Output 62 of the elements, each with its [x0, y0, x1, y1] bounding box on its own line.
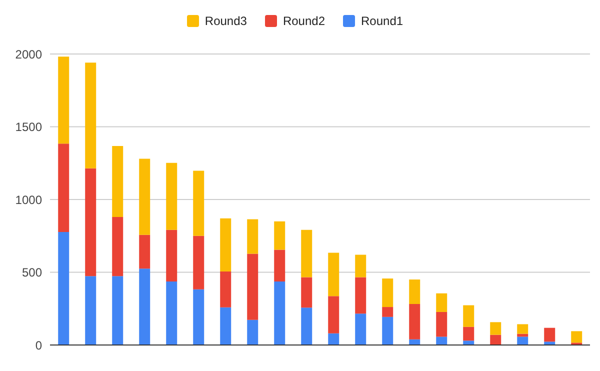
bar: [301, 230, 312, 278]
bar: [139, 268, 150, 345]
bar: [463, 340, 474, 345]
bar: [85, 62, 96, 168]
bar: [220, 307, 232, 345]
bar: [85, 168, 96, 276]
y-tick-label: 0: [35, 338, 42, 352]
bar: [517, 324, 528, 334]
bar: [436, 336, 448, 345]
bar: [463, 326, 474, 341]
bar: [220, 272, 232, 308]
bar: [247, 320, 258, 345]
bar: [85, 276, 96, 345]
bar: [490, 322, 502, 335]
bar: [274, 250, 286, 282]
bar: [166, 230, 178, 282]
bar: [382, 278, 394, 308]
bar: [274, 282, 286, 345]
bar: [355, 277, 366, 314]
bar: [301, 277, 312, 308]
bar: [58, 56, 70, 144]
bar: [193, 289, 204, 345]
y-tick-label: 1500: [15, 120, 42, 134]
bar: [328, 333, 340, 345]
bar: [112, 216, 124, 276]
bar: [544, 342, 556, 345]
legend-label: Round3: [204, 14, 247, 28]
bar: [193, 170, 204, 236]
bar: [193, 236, 204, 290]
bar: [112, 276, 124, 345]
legend-label: Round2: [282, 14, 326, 28]
bar: [220, 218, 232, 272]
bar: [436, 293, 448, 312]
bar: [517, 336, 528, 345]
legend-label: Round1: [361, 14, 404, 28]
bar: [382, 307, 394, 317]
bar: [463, 305, 474, 327]
bar: [571, 331, 582, 343]
bar: [247, 254, 258, 320]
bar: [328, 252, 340, 296]
bar: [490, 334, 502, 345]
bar: [355, 254, 366, 278]
bar: [301, 308, 312, 345]
bar: [139, 234, 150, 269]
y-tick-label: 1000: [15, 192, 42, 207]
bar: [58, 232, 70, 345]
bar: [58, 144, 70, 232]
bar: [166, 162, 178, 230]
bar: [355, 314, 366, 345]
bar: [328, 296, 340, 334]
y-tick-label: 500: [22, 266, 42, 280]
bar: [166, 282, 178, 345]
bar: [409, 304, 420, 340]
y-tick-label: 2000: [15, 47, 42, 62]
bar: [274, 221, 286, 250]
bar: [139, 158, 150, 235]
bar: [544, 328, 556, 342]
bar: [247, 219, 258, 254]
bar: [409, 280, 420, 304]
bar: [382, 316, 394, 345]
bar: [112, 146, 124, 217]
bar: [436, 312, 448, 337]
